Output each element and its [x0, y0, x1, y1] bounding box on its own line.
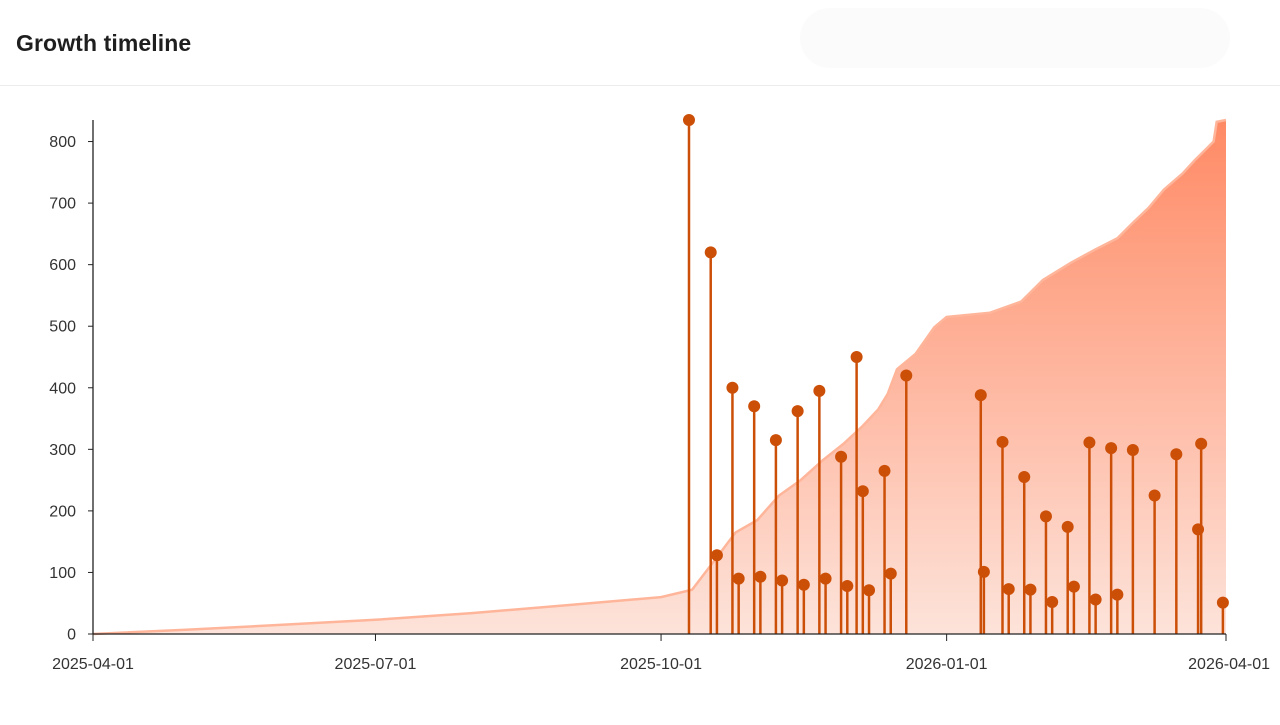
- growth-chart: 0 100 200 300 400 500 600 700 800 2025-04-01 2025-…: [49, 114, 1270, 673]
- stem-point: [1170, 448, 1183, 461]
- stem-point: [1067, 580, 1080, 593]
- y-tick-label: 800: [49, 134, 76, 151]
- y-tick-label: 200: [49, 503, 76, 520]
- area-fill: [93, 120, 1226, 634]
- stem-point: [1002, 583, 1015, 596]
- stem-point: [1024, 583, 1037, 596]
- stem-point: [813, 384, 826, 397]
- page-title: Growth timeline: [16, 30, 192, 56]
- stem-point: [1195, 437, 1208, 450]
- y-tick-label: 0: [67, 627, 76, 644]
- stem-point: [1039, 510, 1052, 523]
- stem-point: [841, 579, 854, 592]
- stem-point: [732, 572, 745, 585]
- stem-point: [1148, 489, 1161, 502]
- stem-point: [974, 389, 987, 402]
- stem-point: [1018, 471, 1031, 484]
- stem-point: [1083, 436, 1096, 449]
- stem-point: [878, 464, 891, 477]
- y-tick-label: 400: [49, 380, 76, 397]
- stem-point: [682, 114, 695, 126]
- y-tick-label: 500: [49, 319, 76, 336]
- stem-point: [863, 584, 876, 597]
- x-tick-label: 2025-04-01: [52, 656, 134, 673]
- y-tick-label: 700: [49, 196, 76, 213]
- stem-point: [748, 400, 761, 413]
- x-tick-label: 2025-10-01: [620, 656, 702, 673]
- stem-point: [1046, 595, 1059, 608]
- stem-point: [900, 369, 913, 382]
- x-tick-label: 2026-01-01: [906, 656, 988, 673]
- card-header: Growth timeline: [0, 0, 1280, 86]
- area-line: [92, 118, 1227, 636]
- y-tick-label: 300: [49, 442, 76, 459]
- header-placeholder: [800, 8, 1230, 68]
- stem-point: [1061, 520, 1074, 533]
- chart-area: 0 100 200 300 400 500 600 700 800 2025-04-01 2025-…: [0, 86, 1280, 720]
- stem-point: [1105, 442, 1118, 455]
- y-tick-label: 100: [49, 565, 76, 582]
- stem-point: [996, 435, 1009, 448]
- stem-point: [819, 572, 832, 585]
- x-tick-label: 2026-04-01: [1188, 656, 1270, 673]
- stem-point: [704, 246, 717, 259]
- stem-point: [710, 549, 723, 562]
- stem-point: [1216, 596, 1229, 609]
- stem-point: [884, 567, 897, 580]
- stem-point: [776, 574, 789, 587]
- y-tick-label: 600: [49, 257, 76, 274]
- stem-point: [726, 381, 739, 394]
- stem-point: [850, 350, 863, 363]
- x-tick-label: 2025-07-01: [335, 656, 417, 673]
- stem-point: [797, 578, 810, 591]
- stem-point: [835, 450, 848, 463]
- stem-point: [856, 485, 869, 498]
- stem-point: [1111, 588, 1124, 601]
- stem-point: [977, 565, 990, 578]
- stem-point: [791, 405, 804, 418]
- stem-point: [754, 570, 767, 583]
- stem-point: [1089, 593, 1102, 606]
- stem-point: [769, 434, 782, 447]
- stem-point: [1126, 443, 1139, 456]
